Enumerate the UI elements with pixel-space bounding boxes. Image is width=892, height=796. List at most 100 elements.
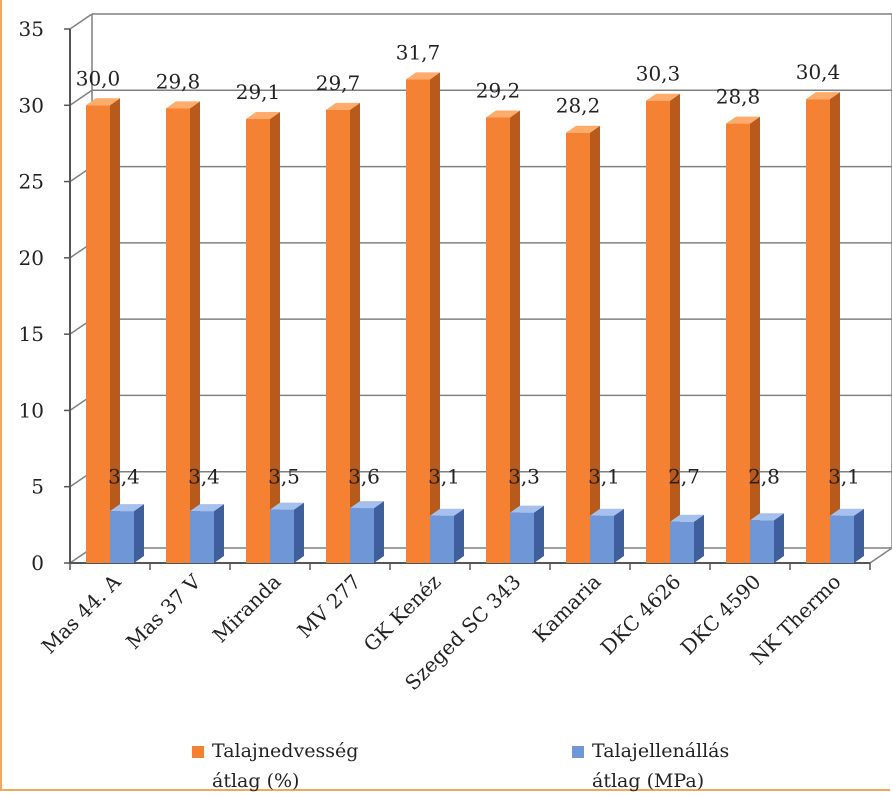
bar-soil-resistance	[350, 508, 374, 563]
data-label-soil-resistance: 3,6	[348, 465, 380, 489]
bar-soil-moisture	[86, 105, 110, 564]
data-label-soil-moisture: 28,2	[556, 94, 601, 118]
data-label-soil-moisture: 29,2	[476, 78, 521, 102]
bar-top-soil-moisture	[246, 112, 280, 120]
bar-side-soil-moisture	[110, 98, 120, 564]
bar-top-soil-resistance	[510, 505, 544, 513]
bar-soil-moisture	[566, 132, 590, 563]
bar-top-soil-moisture	[726, 116, 760, 124]
bar-soil-resistance	[270, 509, 294, 563]
y-tick-label: 0	[31, 551, 44, 575]
y-tick-label: 15	[19, 322, 44, 346]
floor-edge	[869, 547, 892, 564]
data-label-soil-resistance: 2,8	[748, 465, 780, 489]
bar-top-soil-moisture	[166, 101, 200, 109]
bar-side-soil-moisture	[190, 101, 200, 563]
data-label-soil-resistance: 3,1	[588, 465, 620, 489]
bar-top-soil-resistance	[110, 504, 144, 512]
bar-top-soil-moisture	[566, 125, 600, 133]
legend-swatch-soil-moisture	[192, 746, 204, 758]
bar-soil-resistance	[510, 512, 534, 563]
data-label-soil-moisture: 28,8	[716, 85, 761, 109]
bar-top-soil-resistance	[750, 513, 784, 521]
bar-top-soil-moisture	[86, 98, 120, 106]
bar-soil-resistance	[430, 515, 454, 563]
data-label-soil-moisture: 30,4	[796, 60, 841, 84]
category-label: Mas 37 V	[121, 569, 206, 654]
bar-soil-moisture	[326, 109, 350, 563]
bar-side-soil-resistance	[294, 502, 304, 563]
bar-top-soil-moisture	[806, 92, 840, 100]
bar-top-soil-resistance	[190, 504, 224, 512]
y-tick-label: 35	[19, 17, 44, 41]
y-tick-label: 25	[19, 170, 44, 194]
bar-soil-resistance	[830, 515, 854, 563]
y-tick-label: 10	[19, 398, 44, 422]
category-label: MV 277	[292, 570, 365, 643]
bar-top-soil-moisture	[646, 93, 680, 101]
category-label: Miranda	[208, 570, 286, 648]
data-label-soil-resistance: 3,1	[428, 465, 460, 489]
category-label: Mas 44. A	[37, 569, 126, 658]
data-label-soil-moisture: 29,1	[236, 80, 281, 104]
gridline-depth	[69, 89, 93, 106]
bar-top-soil-resistance	[670, 514, 704, 522]
bar-soil-moisture	[246, 119, 270, 563]
bar-side-soil-resistance	[454, 508, 464, 563]
bar-top-soil-moisture	[326, 102, 360, 110]
bar-side-soil-moisture	[430, 72, 440, 563]
category-label: DKC 4626	[596, 570, 686, 660]
bar-soil-resistance	[110, 511, 134, 563]
data-label-soil-moisture: 29,7	[316, 71, 361, 95]
y-tick-label: 5	[31, 475, 44, 499]
bar-side-soil-resistance	[374, 501, 384, 563]
bar-soil-resistance	[190, 511, 214, 563]
bar-soil-resistance	[670, 521, 694, 563]
data-label-soil-resistance: 3,3	[508, 465, 540, 489]
bar-soil-resistance	[590, 515, 614, 563]
bar-top-soil-moisture	[486, 110, 520, 118]
bar-soil-moisture	[806, 99, 830, 563]
bar-soil-moisture	[726, 123, 750, 563]
bar-top-soil-resistance	[350, 501, 384, 509]
bar-chart: 0 5 10 15 20 25 30 35 30,0 3,4 Mas 44. A 29,8 3,4 Mas…	[19, 13, 892, 695]
bar-side-soil-resistance	[694, 514, 704, 563]
bar-soil-moisture	[166, 108, 190, 563]
legend-label-soil-resistance: Talajellenállás átlag (MPa)	[592, 740, 730, 792]
legend-swatch-soil-resistance	[572, 746, 584, 758]
bar-side-soil-moisture	[670, 93, 680, 564]
bar-side-soil-moisture	[830, 92, 840, 563]
legend: Talajnedvesség átlag (%) Talajellenállás…	[0, 728, 892, 793]
bar-top-soil-resistance	[590, 508, 624, 516]
bar-side-soil-resistance	[134, 504, 144, 563]
data-label-soil-moisture: 30,0	[76, 66, 121, 90]
bar-side-soil-moisture	[270, 112, 280, 563]
bar-soil-moisture	[486, 117, 510, 564]
bar-side-soil-moisture	[590, 125, 600, 564]
bar-top-soil-moisture	[406, 72, 440, 80]
bar-side-soil-moisture	[510, 110, 520, 564]
data-label-soil-moisture: 29,8	[156, 69, 201, 93]
bar-soil-moisture	[646, 100, 670, 564]
bar-side-soil-resistance	[774, 513, 784, 563]
y-tick-label: 30	[19, 93, 44, 117]
data-label-soil-resistance: 3,4	[108, 465, 140, 489]
bar-side-soil-moisture	[750, 116, 760, 563]
bar-side-soil-moisture	[350, 102, 360, 563]
bar-side-soil-resistance	[614, 508, 624, 563]
category-label: Kamaria	[528, 570, 606, 648]
bar-soil-moisture	[406, 79, 430, 563]
gridline-depth	[69, 13, 93, 30]
bar-top-soil-resistance	[270, 502, 304, 510]
bar-side-soil-resistance	[854, 508, 864, 563]
bar-top-soil-resistance	[430, 508, 464, 516]
data-label-soil-resistance: 3,4	[188, 465, 220, 489]
data-label-soil-resistance: 3,5	[268, 465, 300, 489]
bar-side-soil-resistance	[534, 505, 544, 563]
legend-label-soil-moisture: Talajnedvesség átlag (%)	[212, 740, 359, 792]
data-label-soil-resistance: 3,1	[828, 465, 860, 489]
bar-soil-resistance	[750, 520, 774, 563]
data-label-soil-moisture: 31,7	[396, 40, 441, 64]
bar-side-soil-resistance	[214, 504, 224, 563]
